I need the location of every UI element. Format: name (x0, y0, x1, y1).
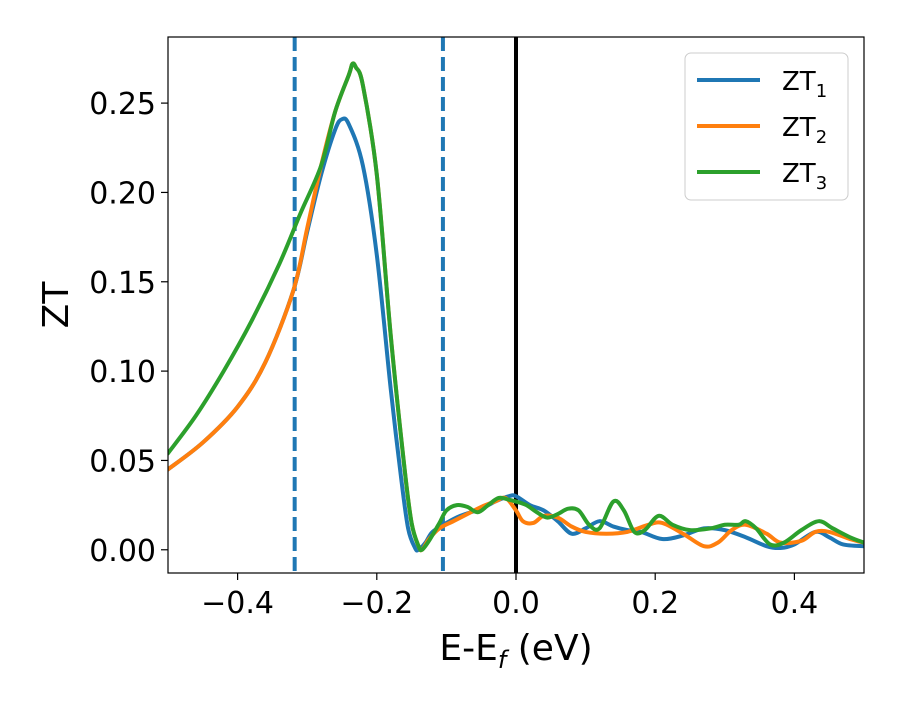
y-tick-label: 0.20 (89, 176, 156, 211)
y-tick-label: 0.10 (89, 355, 156, 390)
y-tick-label: 0.15 (89, 266, 156, 301)
x-tick-label: −0.2 (340, 586, 413, 621)
legend-label-zt3: ZT3 (782, 159, 827, 194)
legend-box (684, 52, 849, 201)
x-tick-label: −0.4 (201, 586, 274, 621)
x-axis-ticks: −0.4 −0.2 0.0 0.2 0.4 (201, 573, 818, 621)
y-tick-label: 0.05 (89, 444, 156, 479)
legend-label-zt2: ZT2 (782, 113, 827, 148)
x-tick-label: 0.0 (492, 586, 540, 621)
legend-label-zt1: ZT1 (782, 67, 827, 102)
y-tick-label: 0.00 (89, 534, 156, 569)
x-axis-label: E-Ef (eV) (439, 628, 592, 674)
x-axis-label-main: E-E (439, 628, 497, 669)
y-tick-label: 0.25 (89, 87, 156, 122)
x-axis-label-unit: (eV) (506, 628, 592, 669)
reference-lines (292, 37, 518, 573)
y-axis-label: ZT (36, 281, 77, 329)
y-axis-ticks: 0.00 0.05 0.10 0.15 0.20 0.25 (89, 87, 168, 569)
x-tick-label: 0.2 (631, 586, 679, 621)
legend: ZT1 ZT2 ZT3 (684, 52, 849, 201)
series-lines (168, 61, 864, 553)
series-line-zt3 (168, 61, 864, 553)
x-tick-label: 0.4 (771, 586, 819, 621)
